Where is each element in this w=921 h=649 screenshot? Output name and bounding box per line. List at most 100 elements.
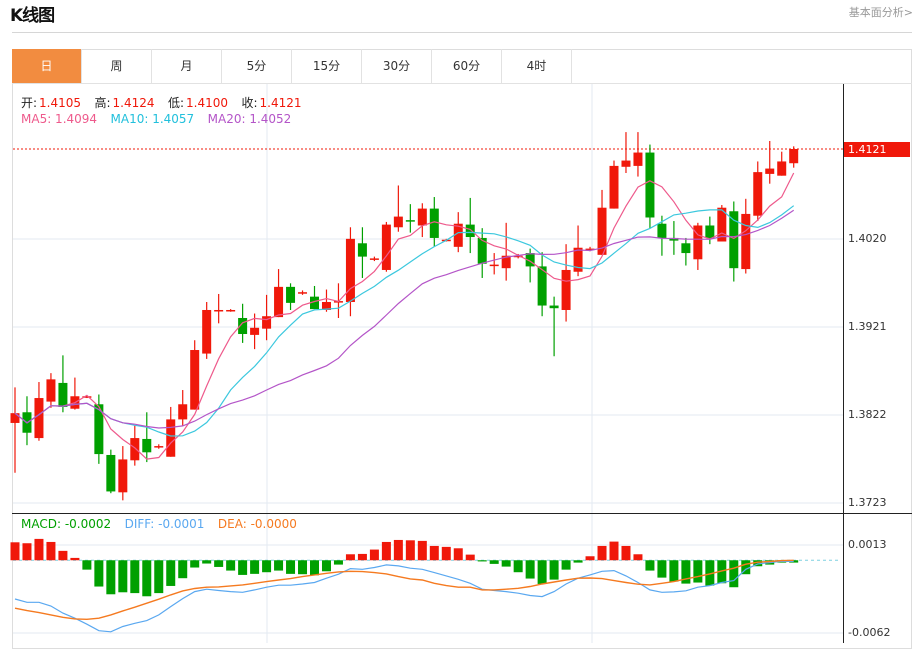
macd-bar: [34, 538, 44, 561]
macd-bar: [525, 560, 535, 579]
tab-30min[interactable]: 30分: [362, 49, 432, 83]
macd-bar: [537, 560, 547, 584]
candle-body: [741, 213, 751, 270]
candle-body: [453, 223, 463, 247]
candle-body: [429, 208, 439, 238]
open-value: 1.4105: [39, 96, 82, 110]
candle-body: [82, 396, 92, 398]
candle-body: [705, 225, 715, 238]
candle-body: [369, 258, 379, 260]
low-label: 低:: [168, 96, 185, 110]
macd-bar: [621, 545, 631, 561]
tab-month[interactable]: 月: [152, 49, 222, 83]
dea-value: DEA: -0.0000: [217, 517, 297, 531]
candle-body: [405, 220, 415, 222]
macd-legend: MACD: -0.0002 DIFF: -0.0001 DEA: -0.0000: [21, 517, 299, 531]
macd-bar: [345, 554, 355, 561]
candle-body: [573, 247, 583, 272]
candle-body: [357, 243, 367, 257]
macd-bar: [753, 560, 763, 567]
macd-bar: [333, 560, 343, 565]
macd-bar: [286, 560, 296, 574]
candle-body: [585, 248, 595, 251]
candle-body: [94, 404, 104, 455]
candle-body: [274, 286, 284, 318]
candle-body: [633, 152, 643, 166]
macd-bar: [310, 560, 319, 576]
macd-bar: [645, 560, 655, 571]
tab-4hour[interactable]: 4时: [502, 49, 572, 83]
macd-bar: [705, 560, 715, 586]
candle-body: [501, 255, 511, 269]
candle-body: [262, 316, 272, 329]
candle-body: [537, 266, 547, 306]
candle-body: [154, 446, 164, 448]
macd-bar: [250, 560, 260, 574]
candle-body: [513, 255, 523, 258]
macd-bar: [585, 556, 595, 561]
candle-body: [393, 216, 403, 228]
macd-bar: [573, 560, 583, 563]
tab-15min[interactable]: 15分: [292, 49, 362, 83]
macd-bar: [298, 560, 308, 575]
candle-body: [465, 224, 475, 238]
candle-body: [729, 211, 739, 269]
candle-body: [286, 286, 296, 303]
fundamental-analysis-link[interactable]: 基本面分析>: [848, 6, 913, 19]
macd-bar: [597, 545, 607, 561]
candle-body: [717, 207, 727, 242]
tab-5min[interactable]: 5分: [222, 49, 292, 83]
macd-bar: [693, 560, 703, 583]
candle-body: [597, 207, 607, 255]
header-divider: [12, 32, 912, 33]
macd-bar: [429, 545, 439, 561]
macd-bar: [465, 554, 475, 561]
macd-tick: -0.0062: [848, 626, 891, 639]
macd-bar: [82, 560, 92, 570]
macd-bar: [262, 560, 272, 573]
macd-bar: [94, 560, 104, 587]
candle-body: [250, 327, 260, 335]
high-label: 高:: [94, 96, 111, 110]
macd-bar: [226, 560, 236, 571]
macd-bar: [190, 560, 200, 568]
macd-bar: [10, 542, 20, 561]
price-tick: 1.4020: [848, 232, 887, 245]
macd-bar: [142, 560, 152, 597]
macd-bar: [669, 560, 679, 582]
macd-bar: [789, 560, 799, 563]
macd-bar: [741, 560, 751, 575]
macd-tick: 0.0013: [848, 538, 887, 551]
candle-body: [202, 309, 212, 354]
macd-bar: [106, 560, 116, 595]
candle-body: [657, 223, 667, 238]
high-value: 1.4124: [112, 96, 155, 110]
tab-60min[interactable]: 60分: [432, 49, 502, 83]
candle-body: [693, 225, 703, 260]
macd-bar: [154, 560, 164, 594]
candle-body: [753, 172, 763, 216]
macd-bar: [441, 546, 451, 561]
candle-body: [10, 413, 20, 423]
candle-body: [166, 419, 176, 457]
macd-bar: [381, 541, 391, 561]
macd-bar: [46, 541, 56, 561]
price-tick: 1.3723: [848, 496, 887, 509]
candle-body: [645, 152, 655, 218]
low-value: 1.4100: [186, 96, 229, 110]
macd-bar: [118, 560, 128, 593]
candle-body: [417, 208, 427, 226]
macd-bar: [681, 560, 691, 584]
candle-body: [118, 459, 128, 493]
candle-body: [226, 309, 236, 312]
macd-bar: [202, 560, 212, 564]
candle-body: [345, 238, 355, 302]
candle-body: [238, 317, 248, 335]
candle-body: [321, 301, 331, 310]
candle-body: [777, 161, 787, 176]
tab-week[interactable]: 周: [82, 49, 152, 83]
tab-day[interactable]: 日: [12, 49, 82, 83]
candle-body: [190, 350, 200, 410]
ma10-line: [14, 205, 795, 437]
